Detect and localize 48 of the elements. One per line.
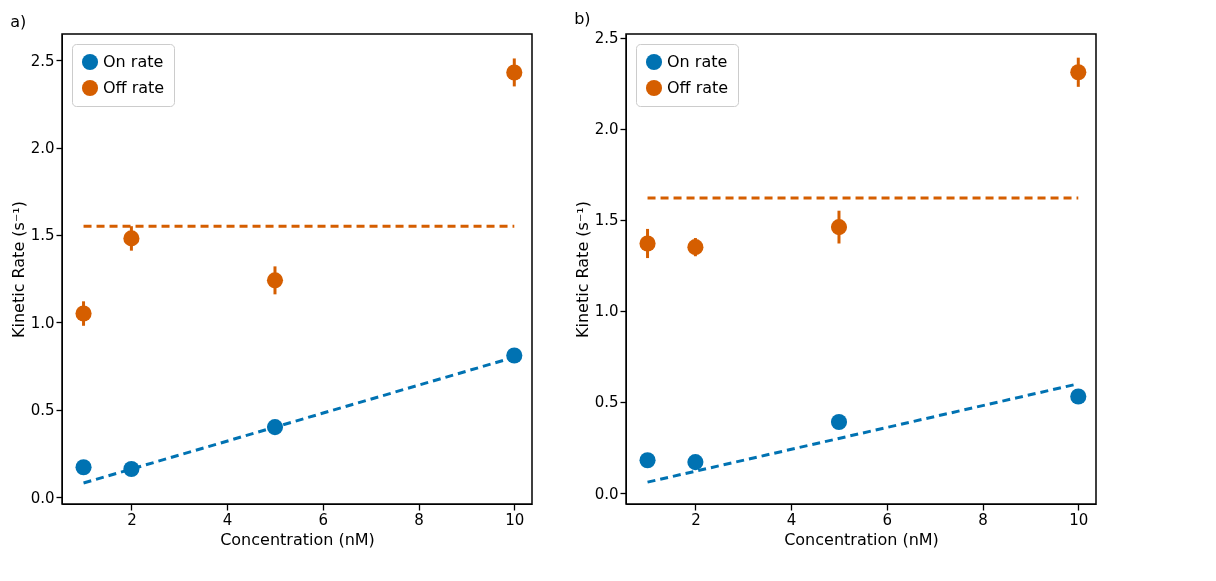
chart-title: b) xyxy=(574,8,591,28)
point xyxy=(830,219,848,236)
point xyxy=(506,347,523,364)
y-tick-label: 0.0 xyxy=(594,484,619,503)
y-tick-label: 1.5 xyxy=(594,211,619,230)
point xyxy=(123,461,140,478)
point xyxy=(1070,388,1087,405)
point xyxy=(75,459,92,476)
y-tick-label: 2.0 xyxy=(30,139,55,158)
point xyxy=(266,419,284,436)
x-tick-label: 10 xyxy=(505,510,525,529)
x-axis-title: Concentration (nM) xyxy=(220,529,375,549)
point xyxy=(830,413,848,431)
y-tick-label: 2.5 xyxy=(30,51,55,70)
legend-label: Off rate xyxy=(667,78,729,97)
x-tick-label: 4 xyxy=(786,510,797,529)
point xyxy=(266,272,284,289)
x-tick-label: 6 xyxy=(882,510,893,529)
y-tick-label: 2.5 xyxy=(594,29,619,48)
y-axis-title: Kinetic Rate (s⁻¹) xyxy=(572,201,592,338)
point xyxy=(639,452,656,469)
y-tick-label: 0.5 xyxy=(30,401,55,420)
point xyxy=(75,305,92,322)
y-tick-label: 1.5 xyxy=(30,226,55,245)
point xyxy=(1070,64,1087,81)
point xyxy=(687,454,704,471)
legend-label: Off rate xyxy=(103,78,165,97)
y-axis-title: Kinetic Rate (s⁻¹) xyxy=(8,201,28,338)
y-tick-label: 1.0 xyxy=(594,302,619,321)
legend-label: On rate xyxy=(103,52,164,71)
x-tick-label: 10 xyxy=(1069,510,1089,529)
point xyxy=(506,64,523,81)
x-axis-title: Concentration (nM) xyxy=(784,529,939,549)
x-tick-label: 6 xyxy=(318,510,329,529)
x-tick-label: 8 xyxy=(978,510,988,529)
legend-label: On rate xyxy=(667,52,728,71)
point xyxy=(687,239,704,256)
x-tick-label: 2 xyxy=(691,510,701,529)
x-tick-label: 2 xyxy=(127,510,137,529)
chart-title: a) xyxy=(10,12,27,31)
x-tick-label: 8 xyxy=(414,510,424,529)
point xyxy=(639,235,656,252)
y-tick-label: 0.5 xyxy=(594,393,619,412)
y-tick-label: 1.0 xyxy=(30,313,55,332)
y-tick-label: 0.0 xyxy=(30,488,55,507)
point xyxy=(123,230,140,247)
x-tick-label: 4 xyxy=(222,510,233,529)
y-tick-label: 2.0 xyxy=(594,120,619,139)
